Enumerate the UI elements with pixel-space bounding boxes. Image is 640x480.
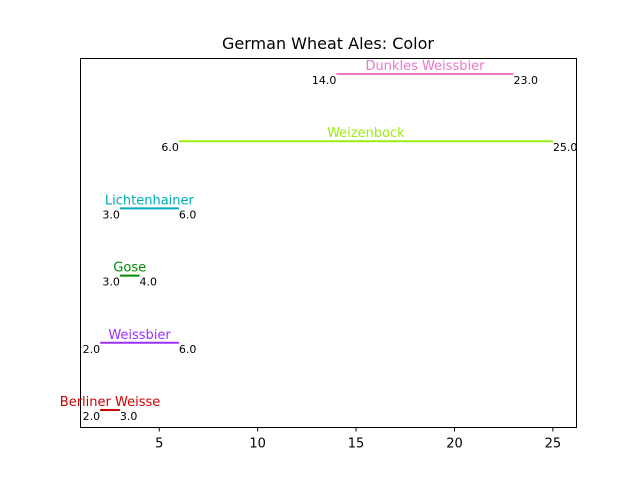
range-min-label: 2.0 xyxy=(83,410,101,423)
range-name-label: Weizenbock xyxy=(327,126,405,141)
range-max-label: 25.0 xyxy=(553,141,578,154)
range-max-label: 6.0 xyxy=(179,343,197,356)
x-axis: 5 10 15 20 25 xyxy=(155,427,562,452)
range-min-label: 3.0 xyxy=(102,208,120,221)
range-max-label: 6.0 xyxy=(179,208,197,221)
range-item: Weissbier 2.0 6.0 xyxy=(83,328,197,356)
range-name-label: Dunkles Weissbier xyxy=(365,59,485,74)
x-tick-label: 15 xyxy=(348,437,365,452)
range-max-label: 4.0 xyxy=(140,276,158,289)
range-item: Weizenbock 6.0 25.0 xyxy=(161,126,577,154)
plot-area xyxy=(80,58,577,428)
range-max-label: 3.0 xyxy=(120,410,138,423)
chart-title: German Wheat Ales: Color xyxy=(222,34,434,53)
range-max-label: 23.0 xyxy=(514,74,539,87)
range-name-label: Berliner Weisse xyxy=(60,395,160,410)
range-item: Dunkles Weissbier 14.0 23.0 xyxy=(312,59,538,87)
x-tick-label: 10 xyxy=(249,437,266,452)
range-name-label: Gose xyxy=(113,261,146,276)
range-min-label: 14.0 xyxy=(312,74,337,87)
x-tick-label: 20 xyxy=(446,437,463,452)
x-tick-label: 25 xyxy=(545,437,562,452)
range-min-label: 2.0 xyxy=(83,343,101,356)
x-tick-label: 5 xyxy=(155,437,163,452)
range-min-label: 6.0 xyxy=(161,141,179,154)
range-name-label: Lichtenhainer xyxy=(105,193,195,208)
range-min-label: 3.0 xyxy=(102,276,120,289)
range-name-label: Weissbier xyxy=(108,328,171,343)
